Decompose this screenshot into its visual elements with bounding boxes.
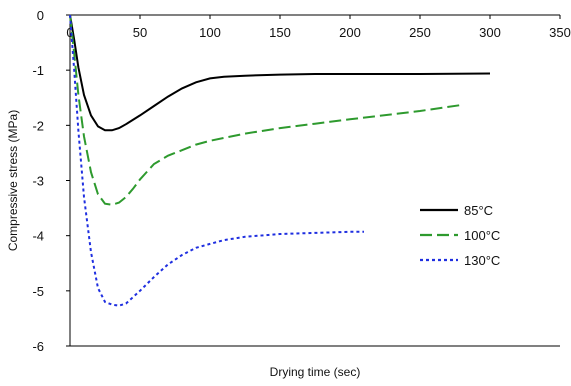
series-line (69, 14, 364, 307)
x-tick-label: 300 (479, 25, 501, 40)
series-line (69, 14, 463, 206)
y-tick-label: -1 (32, 63, 44, 78)
x-tick-label: 150 (269, 25, 291, 40)
x-tick-label: 100 (199, 25, 221, 40)
x-axis-label: Drying time (sec) (270, 365, 361, 379)
y-tick-label: -2 (32, 118, 44, 133)
plot-frame (69, 14, 560, 347)
axes: 0 50 100 150 200 250 300 350 0 -1 -2 -3 -4 -5 -6 (32, 8, 570, 354)
y-tick-label: -6 (32, 339, 44, 354)
y-tick-label: -4 (32, 229, 44, 244)
legend: 85°C 100°C 130°C (420, 203, 500, 268)
y-tick-label: 0 (37, 8, 44, 23)
legend-label: 85°C (464, 203, 493, 218)
y-axis-label: Compressive stress (MPa) (6, 110, 20, 251)
y-tick-label: -5 (32, 284, 44, 299)
legend-label: 130°C (464, 253, 500, 268)
y-tick-label: -3 (32, 174, 44, 189)
x-tick-label: 200 (339, 25, 361, 40)
x-tick-label: 0 (66, 25, 73, 40)
legend-label: 100°C (464, 228, 500, 243)
x-tick-label: 250 (409, 25, 431, 40)
x-tick-label: 50 (133, 25, 147, 40)
x-tick-label: 350 (549, 25, 571, 40)
series-layer (69, 14, 491, 307)
series-line (69, 14, 491, 132)
